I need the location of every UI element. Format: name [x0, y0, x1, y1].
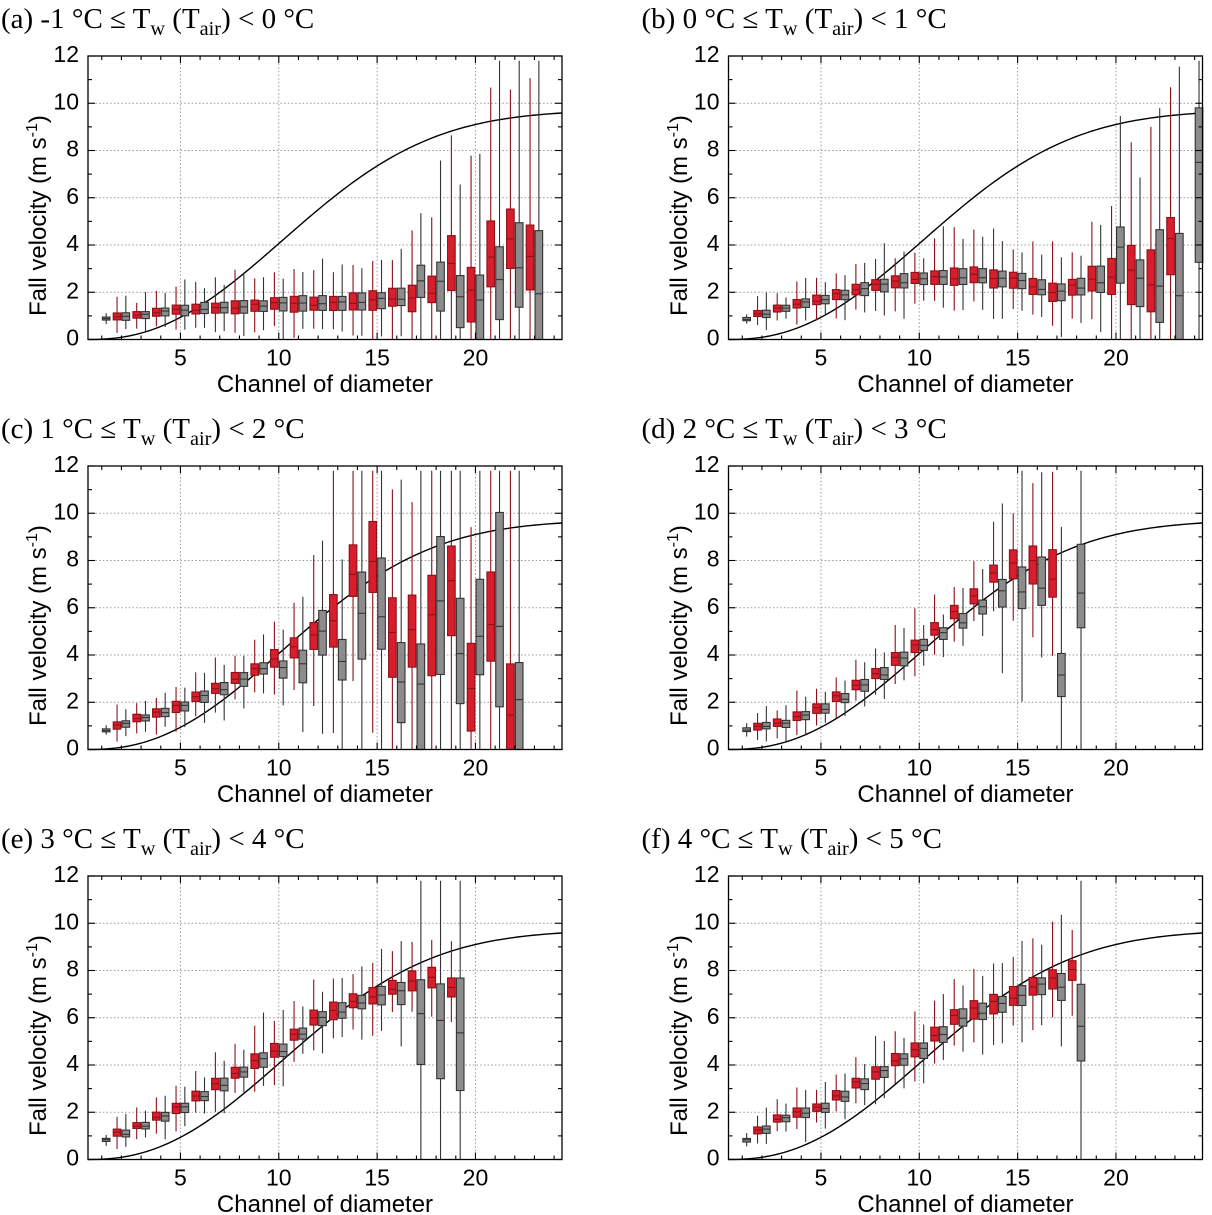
svg-text:10: 10	[53, 498, 79, 524]
svg-text:10: 10	[266, 345, 292, 371]
svg-text:5: 5	[174, 1165, 187, 1191]
svg-text:12: 12	[53, 451, 79, 477]
svg-text:2: 2	[66, 277, 79, 303]
svg-text:6: 6	[66, 183, 79, 209]
svg-text:10: 10	[266, 755, 292, 781]
svg-text:0: 0	[66, 325, 79, 351]
svg-text:10: 10	[694, 498, 720, 524]
svg-text:8: 8	[707, 956, 720, 982]
svg-text:15: 15	[1005, 1165, 1031, 1191]
svg-text:15: 15	[364, 345, 390, 371]
svg-text:10: 10	[906, 755, 932, 781]
svg-text:12: 12	[53, 861, 79, 887]
svg-text:2: 2	[707, 687, 720, 713]
svg-text:4: 4	[707, 640, 720, 666]
svg-text:8: 8	[66, 136, 79, 162]
svg-text:0: 0	[707, 325, 720, 351]
svg-text:4: 4	[707, 1050, 720, 1076]
svg-text:6: 6	[707, 183, 720, 209]
svg-text:20: 20	[463, 345, 489, 371]
svg-text:12: 12	[53, 41, 79, 67]
svg-text:0: 0	[707, 1145, 720, 1171]
svg-text:8: 8	[66, 956, 79, 982]
svg-text:8: 8	[707, 546, 720, 572]
svg-text:4: 4	[66, 1050, 79, 1076]
svg-text:20: 20	[463, 1165, 489, 1191]
svg-text:4: 4	[66, 640, 79, 666]
svg-text:15: 15	[1005, 755, 1031, 781]
svg-text:20: 20	[463, 755, 489, 781]
svg-text:20: 20	[1103, 345, 1129, 371]
svg-text:6: 6	[66, 593, 79, 619]
svg-text:2: 2	[707, 277, 720, 303]
svg-text:10: 10	[694, 88, 720, 114]
svg-text:5: 5	[174, 345, 187, 371]
svg-text:2: 2	[66, 687, 79, 713]
svg-text:2: 2	[66, 1097, 79, 1123]
svg-text:6: 6	[707, 1003, 720, 1029]
svg-text:15: 15	[364, 1165, 390, 1191]
svg-text:10: 10	[266, 1165, 292, 1191]
svg-text:2: 2	[707, 1097, 720, 1123]
svg-text:4: 4	[707, 230, 720, 256]
svg-text:8: 8	[66, 546, 79, 572]
svg-text:0: 0	[66, 735, 79, 761]
svg-text:10: 10	[906, 1165, 932, 1191]
svg-text:6: 6	[707, 593, 720, 619]
svg-text:10: 10	[53, 908, 79, 934]
svg-text:4: 4	[66, 230, 79, 256]
svg-text:15: 15	[364, 755, 390, 781]
svg-text:10: 10	[694, 908, 720, 934]
svg-text:20: 20	[1103, 755, 1129, 781]
svg-text:6: 6	[66, 1003, 79, 1029]
svg-text:5: 5	[815, 1165, 828, 1191]
svg-text:10: 10	[53, 88, 79, 114]
svg-text:5: 5	[815, 755, 828, 781]
svg-text:5: 5	[815, 345, 828, 371]
svg-text:15: 15	[1005, 345, 1031, 371]
svg-text:12: 12	[694, 861, 720, 887]
svg-text:0: 0	[66, 1145, 79, 1171]
svg-text:10: 10	[906, 345, 932, 371]
svg-text:8: 8	[707, 136, 720, 162]
svg-text:12: 12	[694, 451, 720, 477]
svg-text:5: 5	[174, 755, 187, 781]
svg-text:20: 20	[1103, 1165, 1129, 1191]
svg-text:12: 12	[694, 41, 720, 67]
svg-text:0: 0	[707, 735, 720, 761]
